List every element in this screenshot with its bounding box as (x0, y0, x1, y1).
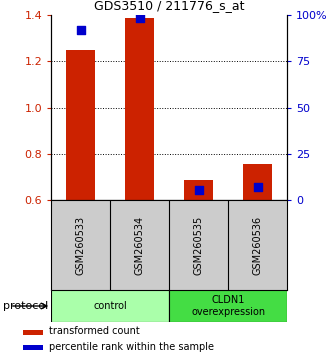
Text: transformed count: transformed count (49, 326, 140, 337)
Text: protocol: protocol (3, 301, 49, 311)
Point (78, 27, 83, 33)
Text: percentile rank within the sample: percentile rank within the sample (49, 342, 214, 352)
Text: CLDN1
overexpression: CLDN1 overexpression (191, 295, 265, 317)
Text: GSM260536: GSM260536 (252, 216, 263, 275)
Bar (169, 290, 287, 322)
Text: GSM260533: GSM260533 (76, 216, 86, 275)
Text: GSM260535: GSM260535 (194, 215, 204, 275)
Title: GDS3510 / 211776_s_at: GDS3510 / 211776_s_at (94, 0, 245, 12)
Text: control: control (93, 301, 127, 311)
Bar (184, 180, 214, 200)
Bar (23, 346, 43, 350)
Bar (23, 330, 43, 335)
Point (255, 184, 260, 190)
Bar (125, 18, 154, 200)
Point (137, 16, 142, 21)
Text: GSM260534: GSM260534 (135, 216, 145, 275)
Point (196, 187, 201, 193)
Bar (66, 50, 95, 200)
Bar (51, 290, 169, 322)
Bar (243, 164, 272, 200)
